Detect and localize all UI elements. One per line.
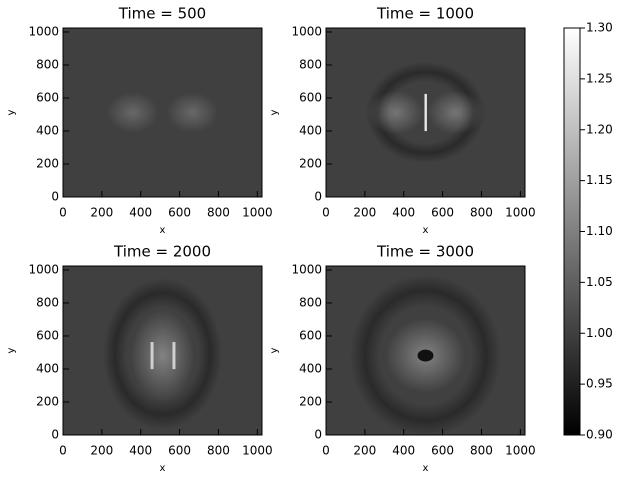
x-tick-label: 0 (59, 206, 67, 220)
y-tick-label: 200 (299, 394, 322, 408)
x-tick-label: 800 (470, 206, 493, 220)
y-tick-label: 600 (299, 90, 322, 104)
x-tick-label: 0 (59, 444, 67, 458)
panel-title: Time = 3000 (376, 243, 474, 261)
y-tick-label: 800 (36, 295, 59, 309)
x-tick-label: 200 (90, 444, 113, 458)
colorbar-tick-label: 1.15 (586, 173, 613, 187)
heatmap-image (63, 28, 262, 197)
structure (424, 93, 427, 132)
y-tick-label: 200 (36, 156, 59, 170)
x-axis-label: x (423, 225, 429, 236)
x-tick-label: 400 (392, 206, 415, 220)
y-tick-label: 400 (36, 361, 59, 375)
colorbar-tick-label: 1.25 (586, 71, 613, 85)
y-tick-label: 200 (299, 156, 322, 170)
y-tick-label: 600 (36, 90, 59, 104)
x-tick-label: 200 (353, 444, 376, 458)
y-tick-label: 800 (299, 57, 322, 71)
colorbar (563, 27, 581, 436)
structure (106, 92, 159, 133)
y-tick-label: 400 (299, 361, 322, 375)
x-tick-label: 600 (431, 206, 454, 220)
x-tick-label: 1000 (505, 444, 536, 458)
colorbar-tick-label: 1.05 (586, 275, 613, 289)
x-tick-label: 600 (168, 444, 191, 458)
plot-frame (62, 27, 263, 198)
x-tick-label: 0 (322, 444, 330, 458)
structure (172, 342, 176, 370)
x-tick-label: 0 (322, 206, 330, 220)
structure (150, 342, 154, 370)
panel: Time = 3000 0 200 400 600 800 1000 0 200 400 600 80… (269, 243, 536, 475)
y-axis-label: y (269, 347, 280, 353)
y-tick-label: 1000 (28, 262, 59, 276)
colorbar-tick-label: 1.00 (586, 326, 613, 340)
y-tick-label: 800 (36, 57, 59, 71)
y-tick-label: 400 (299, 123, 322, 137)
x-tick-label: 800 (207, 444, 230, 458)
x-tick-label: 800 (207, 206, 230, 220)
plot-frame (62, 265, 263, 436)
colorbar-tick-label: 1.10 (586, 224, 613, 238)
y-axis-label: y (269, 109, 280, 115)
y-tick-label: 0 (314, 428, 322, 442)
x-tick-label: 800 (470, 444, 493, 458)
panel-title: Time = 2000 (113, 243, 211, 261)
x-tick-label: 200 (90, 206, 113, 220)
panel: Time = 2000 0 200 400 600 800 1000 0 200 400 600 80… (6, 243, 273, 475)
x-axis-label: x (160, 225, 166, 236)
x-tick-label: 400 (392, 444, 415, 458)
y-tick-label: 800 (299, 295, 322, 309)
y-tick-label: 200 (36, 394, 59, 408)
y-tick-label: 600 (36, 328, 59, 342)
colorbar-tick-label: 1.30 (586, 21, 613, 35)
x-tick-label: 400 (129, 444, 152, 458)
structure (130, 309, 195, 402)
y-tick-label: 0 (314, 190, 322, 204)
panel-title: Time = 500 (118, 5, 206, 23)
panel-title: Time = 1000 (376, 5, 474, 23)
x-tick-label: 400 (129, 206, 152, 220)
panel: Time = 1000 0 200 400 600 800 1000 0 200 400 600 80… (269, 5, 536, 237)
x-axis-label: x (423, 463, 429, 474)
colorbar-tick-label: 0.90 (586, 428, 613, 442)
x-tick-label: 1000 (242, 444, 273, 458)
y-axis-label: y (6, 109, 17, 115)
structure (427, 90, 484, 135)
plot-frame (325, 27, 526, 198)
y-tick-label: 1000 (28, 24, 59, 38)
x-tick-label: 1000 (242, 206, 273, 220)
y-tick-label: 0 (51, 428, 59, 442)
x-axis-label: x (160, 463, 166, 474)
plot-frame (325, 265, 526, 436)
y-tick-label: 1000 (291, 262, 322, 276)
colorbar-tick-label: 0.95 (586, 377, 613, 391)
x-tick-label: 600 (431, 444, 454, 458)
y-tick-label: 0 (51, 190, 59, 204)
y-axis-label: y (6, 347, 17, 353)
x-tick-label: 200 (353, 206, 376, 220)
y-tick-label: 400 (36, 123, 59, 137)
x-tick-label: 1000 (505, 206, 536, 220)
panel: Time = 500 0 200 400 600 800 1000 0 200 400 600 800… (6, 5, 273, 237)
y-tick-label: 1000 (291, 24, 322, 38)
structure (367, 90, 424, 135)
x-tick-label: 600 (168, 206, 191, 220)
structure (166, 92, 219, 133)
colorbar-tick-label: 1.20 (586, 122, 613, 136)
structure (417, 349, 434, 362)
y-tick-label: 600 (299, 328, 322, 342)
